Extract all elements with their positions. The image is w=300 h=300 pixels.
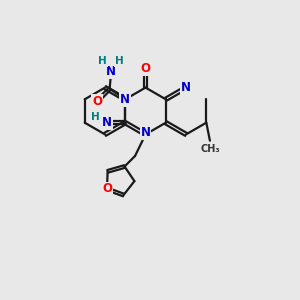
Text: N: N (106, 65, 116, 78)
Text: CH₃: CH₃ (200, 144, 220, 154)
Text: O: O (102, 182, 112, 196)
Text: N: N (181, 81, 191, 94)
Text: N: N (140, 126, 151, 140)
Text: H: H (115, 56, 124, 66)
Text: H: H (98, 56, 107, 66)
Text: N: N (120, 93, 130, 106)
Text: H: H (91, 112, 100, 122)
Text: O: O (140, 62, 151, 76)
Text: O: O (92, 95, 102, 108)
Text: N: N (102, 116, 112, 129)
